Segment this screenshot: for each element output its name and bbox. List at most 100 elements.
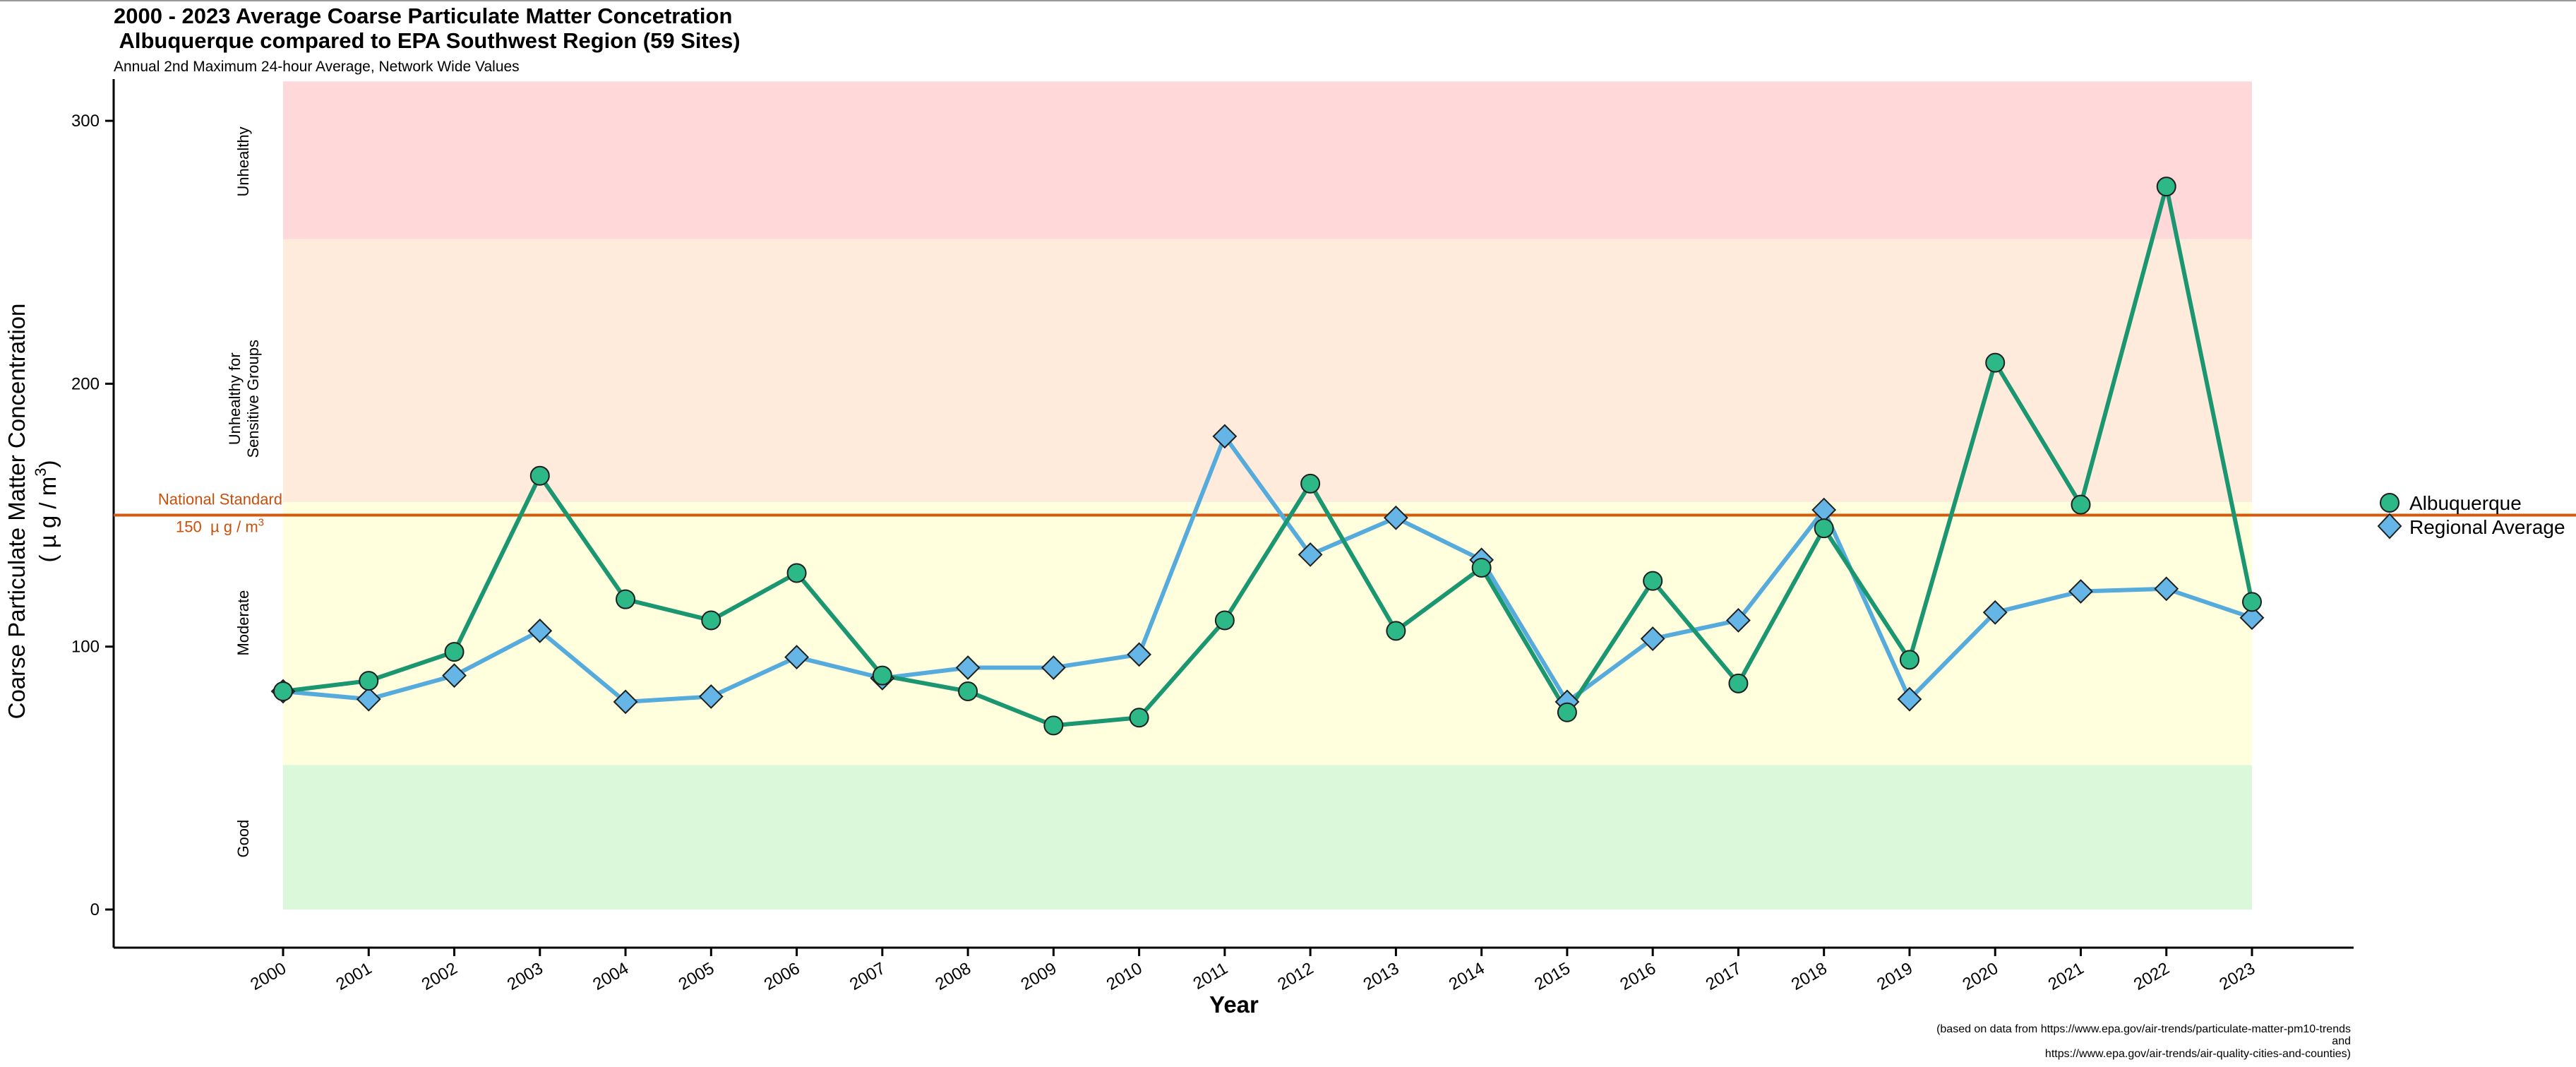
x-tick-label: 2011	[1190, 959, 1231, 994]
data-point-regional-average	[442, 663, 467, 689]
data-point-regional-average	[2154, 576, 2179, 602]
data-point-albuquerque	[1557, 702, 1577, 722]
data-point-regional-average	[613, 689, 638, 715]
data-point-albuquerque	[872, 665, 892, 686]
data-point-albuquerque	[1386, 621, 1406, 641]
x-tick-label: 2017	[1703, 959, 1745, 994]
x-tick-label: 2005	[676, 959, 718, 994]
data-point-albuquerque	[1043, 715, 1064, 736]
data-point-albuquerque	[1471, 558, 1492, 578]
x-tick-label: 2016	[1617, 959, 1659, 994]
x-tick-label: 2001	[333, 959, 376, 994]
y-ticks: 0 100 200 300	[71, 112, 114, 919]
national-standard-label: National Standard	[158, 491, 282, 508]
data-point-regional-average	[1897, 686, 1922, 712]
aqi-band-0	[283, 765, 2252, 910]
y-axis-title-line1: Coarse Particulate Matter Concentration	[4, 304, 30, 720]
data-point-albuquerque	[616, 589, 636, 609]
y-axis-title: Coarse Particulate Matter Concentration …	[4, 304, 61, 720]
x-tick-label: 2012	[1274, 959, 1317, 994]
legend-label-albuquerque: Albuquerque	[2409, 492, 2522, 514]
data-point-albuquerque	[1985, 352, 2006, 373]
x-tick-label: 2013	[1360, 959, 1403, 994]
x-tick-label: 2020	[1959, 959, 2001, 994]
data-point-albuquerque	[1643, 571, 1663, 591]
data-point-regional-average	[1383, 505, 1408, 530]
data-point-albuquerque	[2242, 592, 2262, 612]
aqi-band-2	[283, 239, 2252, 502]
aqi-bands	[283, 81, 2252, 910]
data-point-albuquerque	[2071, 494, 2091, 515]
x-tick-label: 2006	[761, 959, 803, 994]
data-point-regional-average	[1212, 424, 1238, 449]
data-point-albuquerque	[2156, 177, 2176, 197]
band-label-usg-line2: Sensitive Groups	[244, 340, 262, 458]
series-layer	[270, 177, 2265, 736]
x-tick-label: 2009	[1018, 959, 1060, 994]
x-tick-label: 2015	[1531, 959, 1574, 994]
y-tick-label: 0	[90, 900, 100, 919]
band-label-good: Good	[234, 820, 252, 858]
data-point-regional-average	[356, 686, 381, 712]
legend-label-regional-average: Regional Average	[2409, 516, 2565, 538]
x-axis-title: Year	[1209, 991, 1259, 1018]
y-tick-label: 300	[71, 112, 100, 131]
chart-title-line2: Albuquerque compared to EPA Southwest Re…	[114, 28, 741, 53]
data-point-albuquerque	[1214, 610, 1235, 631]
data-point-albuquerque	[444, 642, 465, 662]
data-point-regional-average	[698, 684, 724, 709]
data-point-albuquerque	[529, 465, 550, 486]
data-point-regional-average	[1041, 655, 1066, 680]
x-tick-label: 2022	[2131, 959, 2173, 994]
source-note-line1: (based on data from https://www.epa.gov/…	[1936, 1023, 2351, 1035]
x-tick-label: 2002	[419, 959, 461, 994]
x-tick-label: 2000	[247, 959, 289, 994]
data-point-regional-average	[1982, 600, 2008, 625]
national-standard-value: 150 µ g / m3	[176, 517, 264, 536]
data-point-albuquerque	[1728, 673, 1749, 693]
data-point-albuquerque	[786, 563, 807, 583]
data-point-regional-average	[2068, 579, 2093, 604]
data-point-regional-average	[784, 645, 809, 670]
data-point-albuquerque	[958, 681, 978, 701]
source-note-line2: and	[2332, 1035, 2351, 1047]
data-point-regional-average	[1127, 642, 1152, 667]
data-point-regional-average	[1726, 608, 1751, 633]
aqi-band-1	[283, 501, 2252, 765]
x-tick-label: 2019	[1874, 959, 1916, 994]
x-tick-label: 2014	[1446, 959, 1488, 994]
band-label-moderate: Moderate	[234, 590, 252, 656]
data-point-albuquerque	[701, 610, 721, 631]
data-point-albuquerque	[1814, 518, 1834, 539]
x-tick-label: 2021	[2045, 959, 2087, 994]
data-point-albuquerque	[1129, 708, 1149, 728]
source-note-line3: https://www.epa.gov/air-trends/air-quali…	[2045, 1048, 2351, 1060]
x-tick-label: 2010	[1103, 959, 1146, 994]
x-tick-label: 2018	[1788, 959, 1831, 994]
data-point-albuquerque	[1300, 473, 1321, 494]
x-tick-label: 2008	[932, 959, 974, 994]
data-point-regional-average	[527, 618, 553, 643]
x-tick-label: 2003	[504, 959, 546, 994]
y-tick-label: 200	[71, 374, 100, 393]
data-point-albuquerque	[273, 681, 293, 701]
chart-title-line1: 2000 - 2023 Average Coarse Particulate M…	[114, 4, 732, 28]
series-line-albuquerque	[282, 184, 2254, 728]
chart-subtitle: Annual 2nd Maximum 24-hour Average, Netw…	[114, 59, 520, 75]
legend-diamond-marker	[2377, 513, 2402, 540]
data-point-albuquerque	[359, 671, 379, 691]
aqi-band-3	[283, 81, 2252, 239]
legend: Albuquerque Regional Average	[2377, 492, 2565, 540]
series-line-regional-average	[282, 434, 2253, 704]
x-tick-label: 2007	[846, 959, 889, 994]
x-tick-label: 2004	[589, 959, 632, 994]
data-point-regional-average	[1640, 626, 1665, 651]
band-label-unhealthy: Unhealthy	[234, 126, 252, 196]
band-label-usg-line1: Unhealthy for	[226, 352, 244, 445]
data-point-regional-average	[1298, 542, 1323, 567]
y-axis-title-line2: ( µ g / m3)	[32, 460, 61, 563]
data-point-albuquerque	[1899, 650, 1919, 670]
legend-circle-marker	[2380, 493, 2400, 513]
aqi-band-labels: Unhealthy Unhealthy for Sensitive Groups…	[226, 126, 262, 857]
